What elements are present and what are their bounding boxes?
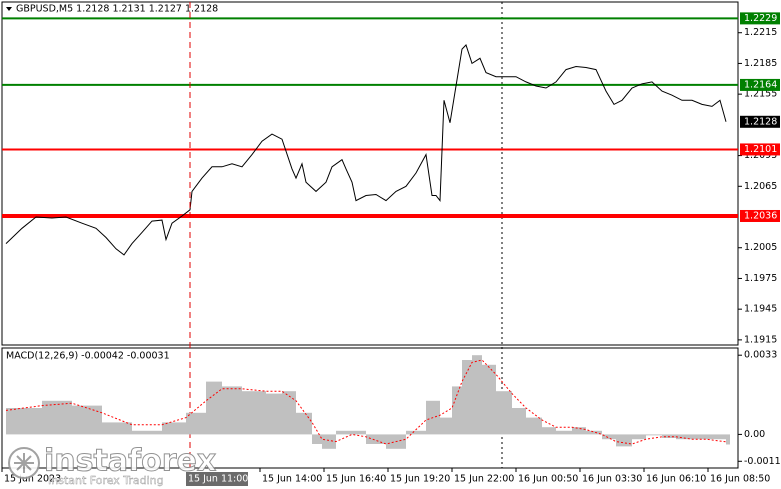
- macd-bar: [512, 408, 526, 435]
- macd-bar: [616, 434, 632, 447]
- y-tick-label: 1.1915: [744, 334, 777, 345]
- level-label: 1.2229: [744, 13, 777, 24]
- macd-bar: [706, 434, 726, 440]
- last-price-box: [740, 115, 780, 128]
- last-price-label: 1.2128: [744, 116, 777, 127]
- macd-bar: [282, 391, 296, 435]
- y-tick-label: 1.2185: [744, 58, 777, 69]
- macd-bar: [462, 360, 472, 435]
- y-tick-label: 1.1975: [744, 273, 777, 284]
- x-tick-label: 15 Jun 22:00: [454, 474, 514, 485]
- macd-bar: [72, 405, 102, 435]
- x-tick-label: 16 Jun 06:10: [646, 474, 706, 485]
- level-label-box: [740, 209, 780, 222]
- macd-title: MACD(12,26,9) -0.00042 -0.00031: [6, 351, 170, 362]
- title-marker: [6, 7, 12, 11]
- y-tick-label: 0.00: [744, 429, 765, 440]
- macd-bar: [132, 430, 162, 435]
- logo-mark: [14, 453, 34, 473]
- macd-panel: [1, 347, 739, 469]
- macd-bar: [206, 381, 222, 435]
- y-tick-label: 1.2155: [744, 89, 777, 100]
- macd-bar: [662, 434, 676, 438]
- watermark: instaforex Instant Forex Trading: [8, 443, 217, 487]
- macd-bar: [242, 391, 266, 435]
- x-tick-label: 16 Jun 03:30: [582, 474, 642, 485]
- macd-bar: [542, 427, 556, 435]
- x-tick-label: 15 Jun 19:20: [390, 474, 450, 485]
- watermark-brand: instaforex: [44, 444, 216, 479]
- level-label-box: [740, 12, 780, 25]
- macd-bar: [312, 434, 322, 444]
- macd-bar: [692, 434, 706, 440]
- y-tick-label: 1.1945: [744, 304, 777, 315]
- macd-bar: [296, 412, 312, 435]
- macd-bar: [336, 430, 352, 435]
- macd-bar: [632, 434, 646, 440]
- macd-bar: [472, 355, 482, 435]
- macd-bar: [496, 391, 512, 435]
- x-tick-label: 15 Jun 2023: [4, 474, 61, 485]
- macd-bar: [102, 422, 132, 435]
- macd-bar: [586, 430, 602, 435]
- macd-bar: [646, 434, 662, 436]
- cursor-label: 15 Jun 11:00: [188, 474, 248, 485]
- level-label-box: [740, 143, 780, 156]
- macd-bar: [556, 430, 572, 435]
- macd-bar: [602, 434, 616, 440]
- level-label: 1.2101: [744, 144, 777, 155]
- y-tick-label: 1.2215: [744, 27, 777, 38]
- macd-bar: [322, 434, 336, 449]
- macd-bar: [266, 393, 282, 435]
- macd-bar: [676, 434, 692, 440]
- macd-bar: [222, 386, 242, 435]
- y-tick-label: 1.2005: [744, 242, 777, 253]
- macd-bar: [162, 422, 186, 435]
- x-tick-label: 15 Jun 14:00: [262, 474, 322, 485]
- chart-title: GBPUSD,M5 1.2128 1.2131 1.2127 1.2128: [16, 4, 218, 15]
- y-tick-label: 0.0033: [744, 350, 777, 361]
- level-label: 1.2164: [744, 79, 777, 90]
- macd-bar: [440, 417, 452, 435]
- macd-bar: [482, 364, 496, 435]
- macd-bar: [366, 434, 386, 444]
- macd-bar: [42, 400, 72, 435]
- x-tick-label: 15 Jun 16:40: [326, 474, 386, 485]
- macd-bar: [572, 427, 586, 435]
- price-line: [5, 44, 727, 256]
- y-tick-label: 1.2095: [744, 150, 777, 161]
- watermark-tagline: Instant Forex Trading: [48, 474, 164, 487]
- macd-bar: [526, 417, 542, 435]
- macd-bar: [352, 430, 366, 435]
- macd-bar: [452, 386, 462, 435]
- macd-bar: [6, 408, 42, 435]
- price-panel: [1, 1, 739, 346]
- macd-bar: [406, 430, 426, 435]
- cursor-label-box: [186, 472, 248, 486]
- x-tick-label: 16 Jun 00:50: [518, 474, 578, 485]
- x-tick-label: 16 Jun 08:50: [710, 474, 770, 485]
- macd-bar: [186, 412, 206, 435]
- y-tick-label: -0.00112: [744, 456, 781, 467]
- level-label-box: [740, 78, 780, 91]
- signal-line: [5, 359, 727, 445]
- level-label: 1.2036: [744, 210, 777, 221]
- macd-bar: [726, 434, 730, 445]
- y-tick-label: 1.2065: [744, 181, 777, 192]
